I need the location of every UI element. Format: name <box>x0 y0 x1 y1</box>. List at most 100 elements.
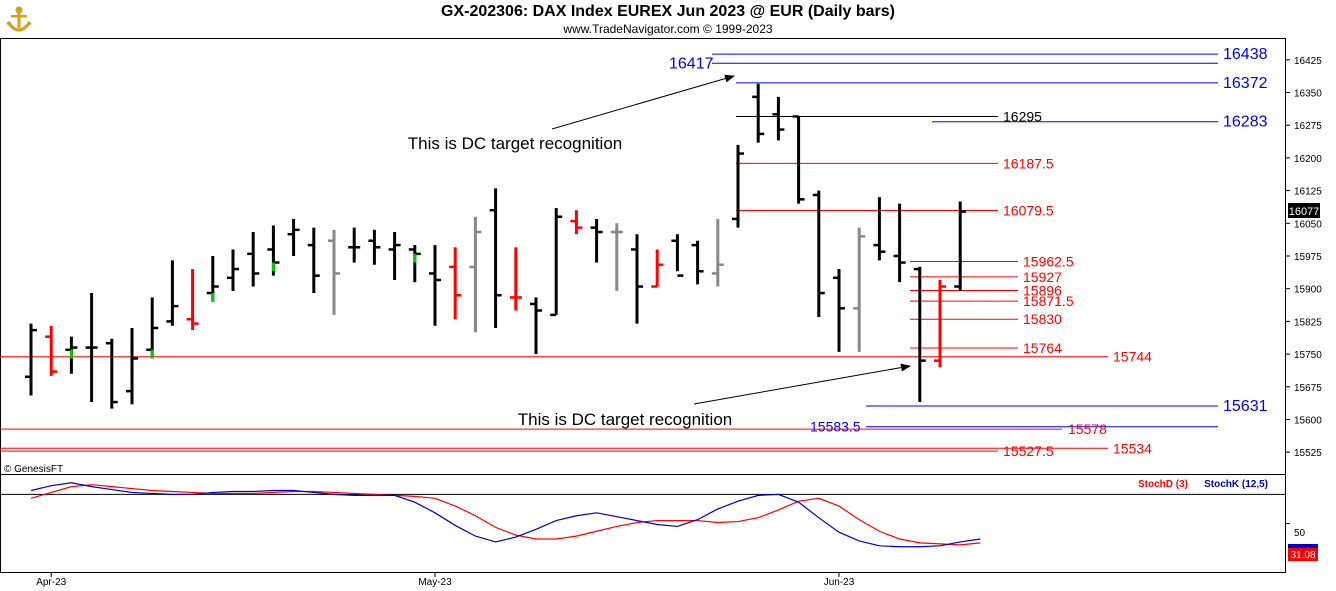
ohlc-bar <box>388 232 401 280</box>
stochastic-indicator <box>0 482 1290 548</box>
stochk-legend: StochK (12,5) <box>1204 479 1268 490</box>
target-label-15871.5: 15871.5 <box>1023 293 1074 309</box>
ohlc-bar <box>449 247 462 320</box>
target-label-15962.5: 15962.5 <box>1023 253 1074 269</box>
ohlc-bar <box>590 218 603 263</box>
target-label-16438: 16438 <box>1223 46 1268 63</box>
stochk-last-tag <box>1288 544 1318 548</box>
ohlc-bar <box>954 201 967 291</box>
target-label-15830: 15830 <box>1023 311 1062 327</box>
price-axis-tick-label: 15600 <box>1294 416 1322 427</box>
ohlc-bar <box>772 96 785 141</box>
ohlc-bar <box>146 297 159 359</box>
ohlc-bar <box>913 266 926 403</box>
chart-header: GX-202306: DAX Index EUREX Jun 2023 @ EU… <box>0 0 1336 38</box>
ohlc-bar <box>530 297 542 355</box>
price-axis-tick-label: 16125 <box>1294 187 1322 198</box>
stochd-line <box>30 484 981 546</box>
date-axis-label: Apr-23 <box>36 577 66 588</box>
ohlc-bar <box>893 203 906 283</box>
ohlc-bar <box>732 144 744 228</box>
ohlc-bar <box>752 83 765 143</box>
price-axis-tick-label: 16275 <box>1294 121 1322 132</box>
price-axis: 15525 15600 15675 15750 15825 15900 15975 16050… <box>1285 56 1322 459</box>
ohlc-bar <box>691 240 704 285</box>
ohlc-bar <box>812 190 825 318</box>
chart-subtitle: www.TradeNavigator.com © 1999-2023 <box>563 22 773 36</box>
ohlc-bar <box>247 232 260 287</box>
ohlc-bar <box>105 338 118 409</box>
target-lines: 16438 16417 16372 16295 16283 16187.5 16079.5 1… <box>0 46 1268 459</box>
price-axis-tick-label: 15675 <box>1294 383 1322 394</box>
price-axis-tick-label: 15525 <box>1294 448 1322 459</box>
ohlc-bar <box>833 269 845 352</box>
ohlc-bar <box>489 188 502 328</box>
ohlc-bar <box>429 245 441 326</box>
ohlc-bar <box>671 234 684 277</box>
price-axis-tick-label: 15975 <box>1294 252 1322 263</box>
ohlc-bar <box>408 245 421 283</box>
price-axis-tick-label: 16200 <box>1294 154 1322 165</box>
price-axis-tick-label: 16050 <box>1294 219 1322 230</box>
price-axis-tick-label: 16425 <box>1294 56 1322 67</box>
ohlc-bar <box>570 210 583 235</box>
target-label-15534: 15534 <box>1113 440 1152 456</box>
ohlc-bar <box>85 293 98 403</box>
ohlc-bar <box>711 218 724 287</box>
ohlc-bar <box>469 216 482 333</box>
trade-navigator-logo-icon <box>4 4 34 41</box>
stochd-legend: StochD (3) <box>1138 479 1188 490</box>
copyright-label: © GenesisFT <box>4 464 63 475</box>
ohlc-bar <box>328 229 340 315</box>
stoch-axis-tick-50: 50 <box>1294 528 1306 539</box>
ohlc-bar <box>792 115 805 204</box>
ohlc-bar <box>227 249 239 291</box>
target-label-16372: 16372 <box>1223 75 1268 92</box>
ohlc-bar <box>65 336 78 374</box>
ohlc-bar <box>287 218 300 256</box>
ohlc-bar <box>166 260 179 326</box>
price-axis-tick-label: 15900 <box>1294 285 1322 296</box>
price-axis-tick-label: 16350 <box>1294 89 1322 100</box>
ohlc-bar <box>651 249 664 288</box>
ohlc-bar <box>348 227 361 263</box>
ohlc-bar <box>934 279 946 368</box>
stoch-last-value-label: 31.08 <box>1290 550 1315 561</box>
ohlc-bar <box>186 269 199 331</box>
price-axis-tick-label: 15750 <box>1294 350 1322 361</box>
price-axis-tick-label: 15825 <box>1294 317 1322 328</box>
date-axis: Apr-23 May-23 Jun-23 <box>36 572 855 588</box>
last-price-tag <box>1288 203 1320 218</box>
annotation-bottom-arrow <box>693 363 911 405</box>
target-label-15583.5: 15583.5 <box>810 419 861 435</box>
ohlc-bar <box>631 234 643 324</box>
target-label-15744: 15744 <box>1113 349 1152 365</box>
ohlc-bar <box>126 327 138 405</box>
target-label-16079.5: 16079.5 <box>1003 202 1054 218</box>
ohlc-bar <box>509 247 522 311</box>
ohlc-bar <box>307 227 320 294</box>
target-label-15527.5: 15527.5 <box>1003 443 1054 459</box>
annotation-bottom: This is DC target recognition <box>518 410 732 429</box>
ohlc-bar <box>610 223 623 291</box>
target-label-16283: 16283 <box>1223 114 1268 131</box>
annotation-top-arrow <box>551 74 735 130</box>
annotation-top: This is DC target recognition <box>408 134 622 153</box>
ohlc-bar <box>550 208 563 317</box>
ohlc-bar <box>368 229 381 265</box>
last-price-label: 16077 <box>1289 206 1320 218</box>
stochastic-plot-area <box>0 474 1286 573</box>
date-axis-label: May-23 <box>418 577 452 588</box>
target-label-15631: 15631 <box>1223 398 1268 415</box>
target-label-16417: 16417 <box>669 55 714 72</box>
price-bars <box>25 83 967 409</box>
target-label-15578: 15578 <box>1068 421 1107 437</box>
target-label-15764: 15764 <box>1023 340 1062 356</box>
ohlc-bar <box>206 256 219 302</box>
target-label-15896: 15896 <box>1023 282 1062 298</box>
chart-title: GX-202306: DAX Index EUREX Jun 2023 @ EU… <box>441 3 895 20</box>
target-label-15927: 15927 <box>1023 269 1062 285</box>
target-label-16295: 16295 <box>1003 108 1042 124</box>
date-axis-label: Jun-23 <box>824 577 855 588</box>
ohlc-bar <box>853 227 866 352</box>
